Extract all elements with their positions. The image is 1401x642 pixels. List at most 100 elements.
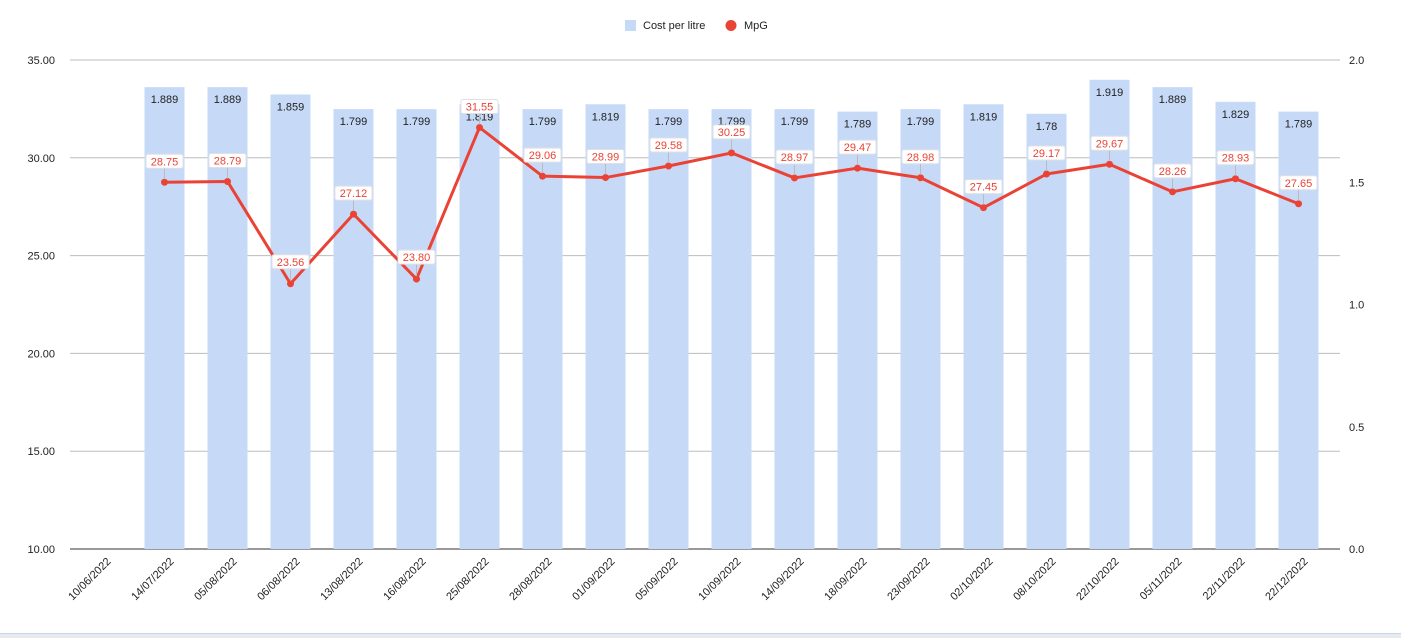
left-axis-tick-label: 35.00 <box>27 55 55 67</box>
x-axis-tick-label: 22/11/2022 <box>1201 556 1248 603</box>
mpg-data-label-group: 28.75 <box>145 153 184 180</box>
mpg-labels: 28.75 28.79 23.56 27.12 23.80 31.55 29.06 28.99… <box>145 98 1318 281</box>
mpg-label-box <box>1279 175 1318 191</box>
left-axis-tick-label: 30.00 <box>27 153 55 165</box>
chart-legend: Cost per litre MpG <box>625 20 768 32</box>
x-axis-tick-label: 18/09/2022 <box>822 556 869 603</box>
x-axis-tick-label: 14/07/2022 <box>129 556 176 603</box>
legend-swatch-cost-per-litre <box>625 20 636 31</box>
legend-label-mpg: MpG <box>744 20 768 32</box>
mpg-data-label: 28.75 <box>151 156 179 168</box>
bar-data-label: 1.889 <box>214 94 242 106</box>
mpg-data-label: 28.99 <box>592 152 620 164</box>
mpg-data-label: 28.79 <box>214 155 242 167</box>
x-axis-tick-label: 25/08/2022 <box>444 556 491 603</box>
mpg-point <box>665 162 672 170</box>
bar-data-label: 1.819 <box>970 111 998 123</box>
x-axis-tick-label: 13/08/2022 <box>318 556 365 603</box>
mpg-data-label: 29.17 <box>1033 148 1061 160</box>
gridlines <box>70 59 1340 550</box>
bar-data-label: 1.889 <box>151 94 179 106</box>
mpg-point <box>350 210 357 218</box>
mpg-data-label-group: 28.79 <box>208 152 247 179</box>
mpg-label-box <box>1027 145 1066 161</box>
mpg-data-label-group: 28.99 <box>586 149 625 175</box>
x-axis-tick-label: 05/08/2022 <box>192 556 239 603</box>
mpg-point <box>287 280 294 288</box>
mpg-data-label-group: 28.93 <box>1216 150 1255 176</box>
bar-data-label: 1.889 <box>1159 94 1187 106</box>
mpg-data-label-group: 23.56 <box>271 254 310 281</box>
mpg-point <box>917 174 924 182</box>
bar-data-label: 1.799 <box>529 116 557 128</box>
mpg-data-label: 23.80 <box>403 252 431 264</box>
mpg-data-label: 30.25 <box>718 127 746 139</box>
x-axis-tick-label: 05/11/2022 <box>1138 556 1185 603</box>
mpg-point <box>1169 188 1176 196</box>
mpg-data-label: 28.98 <box>907 152 935 164</box>
right-axis: 0.0 0.5 1.0 1.5 2.0 <box>1349 55 1364 556</box>
bar <box>459 104 500 549</box>
right-axis-tick-label: 0.0 <box>1349 544 1364 556</box>
x-axis-tick-label: 28/08/2022 <box>507 556 554 603</box>
right-axis-tick-label: 0.5 <box>1349 422 1364 434</box>
mpg-data-label-group: 31.55 <box>460 98 499 125</box>
x-axis-tick-label: 10/09/2022 <box>696 556 743 603</box>
x-axis: 10/06/2022 14/07/2022 05/08/2022 06/08/2022… <box>66 556 1310 603</box>
mpg-data-label-group: 27.65 <box>1279 175 1318 201</box>
mpg-data-label: 23.56 <box>277 257 305 269</box>
bar-data-label: 1.859 <box>277 101 305 113</box>
mpg-data-label-group: 30.25 <box>712 124 751 150</box>
x-axis-tick-label: 01/09/2022 <box>570 556 617 603</box>
mpg-label-box <box>523 147 562 163</box>
mpg-label-box <box>964 179 1003 195</box>
mpg-point <box>980 204 987 212</box>
bar <box>396 109 437 549</box>
mpg-point <box>1295 200 1302 208</box>
x-axis-tick-label: 08/10/2022 <box>1011 556 1058 603</box>
mpg-point <box>854 164 861 172</box>
mpg-point <box>1232 175 1239 183</box>
legend-swatch-mpg <box>725 20 737 31</box>
mpg-label-box <box>838 139 877 155</box>
bar-data-label: 1.799 <box>403 116 431 128</box>
mpg-data-label: 27.12 <box>340 188 368 200</box>
mpg-point <box>161 178 168 186</box>
bar <box>963 104 1004 549</box>
bar-data-label: 1.799 <box>340 116 368 128</box>
mpg-data-label-group: 27.12 <box>334 185 373 212</box>
mpg-label-box <box>1090 135 1129 151</box>
bar <box>522 109 563 549</box>
mpg-label-box <box>1153 163 1192 179</box>
mpg-label-box <box>145 153 184 169</box>
mpg-label-box <box>1216 150 1255 166</box>
mpg-label-box <box>397 249 436 265</box>
x-axis-tick-label: 14/09/2022 <box>759 556 806 603</box>
bar <box>648 109 689 549</box>
window-bottom-edge <box>0 633 1401 638</box>
mpg-data-label-group: 29.17 <box>1027 145 1066 172</box>
bar-data-label: 1.789 <box>844 119 872 131</box>
mpg-data-label-group: 29.58 <box>649 137 688 164</box>
bar <box>333 109 374 549</box>
mpg-label-box <box>901 149 940 165</box>
mpg-data-label-group: 29.47 <box>838 139 877 166</box>
bar <box>837 111 878 549</box>
bar <box>774 109 815 549</box>
mpg-data-label: 28.97 <box>781 152 809 164</box>
mpg-data-label: 29.47 <box>844 142 872 154</box>
mpg-point <box>224 177 231 185</box>
mpg-data-label: 28.26 <box>1159 166 1187 178</box>
mpg-label-box <box>775 149 814 165</box>
x-axis-tick-label: 05/09/2022 <box>633 556 680 603</box>
right-axis-tick-label: 2.0 <box>1349 55 1364 67</box>
bar-data-label: 1.78 <box>1036 121 1057 133</box>
x-axis-tick-label: 16/08/2022 <box>381 556 428 603</box>
mpg-label-box <box>649 137 688 153</box>
x-axis-tick-label: 22/10/2022 <box>1074 556 1121 603</box>
mpg-data-label-group: 28.98 <box>901 149 940 175</box>
right-axis-tick-label: 1.0 <box>1349 300 1364 312</box>
bar <box>711 109 752 549</box>
